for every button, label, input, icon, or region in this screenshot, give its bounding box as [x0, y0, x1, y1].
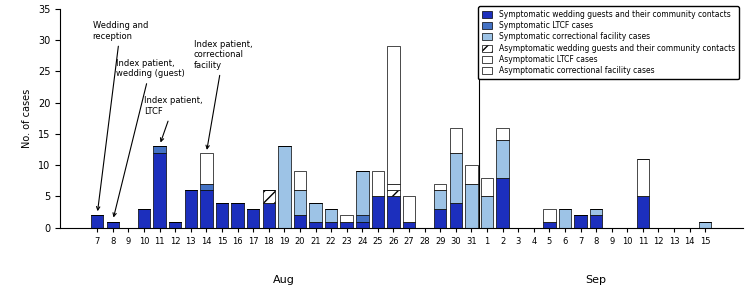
Bar: [465, 184, 478, 228]
Bar: [325, 209, 338, 222]
Bar: [481, 197, 494, 228]
Bar: [496, 128, 508, 140]
Bar: [465, 165, 478, 184]
Bar: [247, 209, 259, 228]
Bar: [356, 215, 368, 222]
Bar: [309, 203, 322, 222]
Text: Aug: Aug: [274, 275, 296, 285]
Text: Wedding and
reception: Wedding and reception: [92, 21, 148, 210]
Bar: [372, 197, 384, 228]
Bar: [590, 215, 602, 228]
Bar: [496, 178, 508, 228]
Bar: [309, 222, 322, 228]
Bar: [543, 222, 556, 228]
Bar: [543, 209, 556, 222]
Bar: [449, 153, 462, 203]
Bar: [200, 153, 212, 184]
Text: Sep: Sep: [586, 275, 607, 285]
Bar: [637, 159, 649, 197]
Bar: [294, 215, 306, 228]
Bar: [154, 146, 166, 153]
Bar: [231, 203, 244, 228]
Bar: [699, 222, 712, 228]
Bar: [574, 215, 586, 228]
Bar: [340, 222, 353, 228]
Bar: [200, 184, 212, 190]
Bar: [138, 209, 150, 228]
Bar: [434, 184, 446, 190]
Bar: [637, 197, 649, 228]
Bar: [340, 215, 353, 222]
Text: Index patient,
wedding (guest): Index patient, wedding (guest): [113, 59, 184, 216]
Bar: [403, 197, 416, 222]
Bar: [278, 146, 290, 228]
Bar: [590, 209, 602, 215]
Bar: [403, 222, 416, 228]
Bar: [184, 190, 197, 228]
Bar: [449, 128, 462, 153]
Bar: [169, 222, 182, 228]
Bar: [294, 171, 306, 190]
Bar: [387, 190, 400, 197]
Bar: [262, 190, 275, 203]
Bar: [434, 209, 446, 228]
Bar: [449, 203, 462, 228]
Bar: [325, 222, 338, 228]
Bar: [387, 184, 400, 190]
Bar: [356, 171, 368, 215]
Bar: [387, 46, 400, 184]
Bar: [200, 190, 212, 228]
Bar: [481, 178, 494, 197]
Bar: [154, 153, 166, 228]
Bar: [106, 222, 119, 228]
Bar: [372, 171, 384, 197]
Bar: [216, 203, 228, 228]
Bar: [496, 140, 508, 178]
Bar: [434, 190, 446, 209]
Bar: [559, 209, 572, 228]
Text: Index patient,
LTCF: Index patient, LTCF: [144, 96, 202, 141]
Bar: [387, 197, 400, 228]
Y-axis label: No. of cases: No. of cases: [22, 89, 32, 148]
Bar: [356, 222, 368, 228]
Bar: [294, 190, 306, 215]
Bar: [262, 203, 275, 228]
Legend: Symptomatic wedding guests and their community contacts, Symptomatic LTCF cases,: Symptomatic wedding guests and their com…: [478, 6, 739, 79]
Text: Index patient,
correctional
facility: Index patient, correctional facility: [194, 40, 253, 149]
Bar: [91, 215, 104, 228]
